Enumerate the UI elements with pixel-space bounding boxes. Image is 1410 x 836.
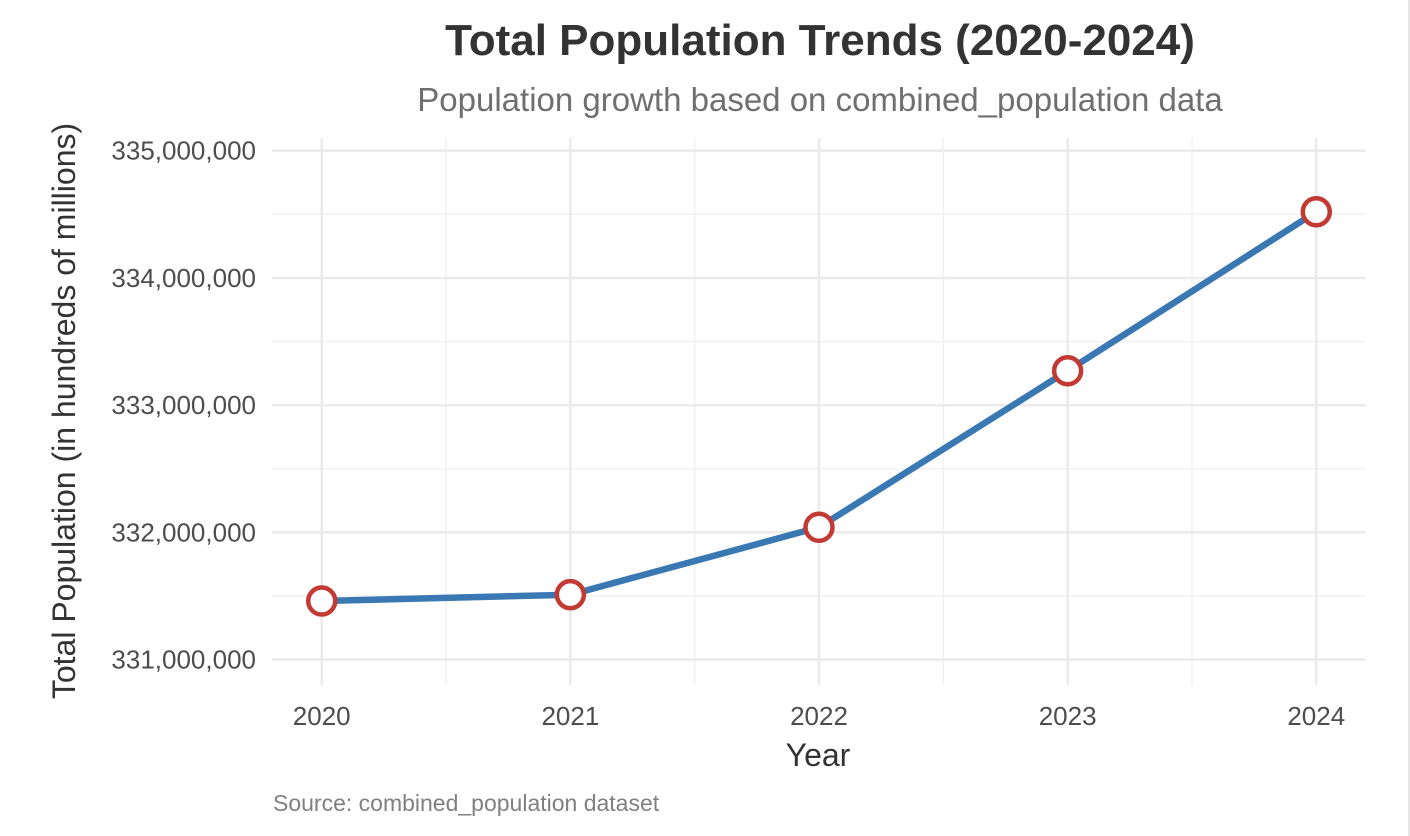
data-point [1300,196,1333,228]
y-axis-title: Total Population (in hundreds of million… [46,123,82,699]
y-tick-label: 332,000,000 [111,517,256,547]
chart-subtitle: Population growth based on combined_popu… [417,81,1223,118]
chart-title: Total Population Trends (2020-2024) [445,16,1195,65]
x-tick-label: 2023 [1039,701,1097,731]
data-point [803,511,835,544]
y-axis-ticks: 331,000,000 332,000,000 333,000,000 334,000… [111,136,256,675]
y-tick-label: 335,000,000 [111,136,256,166]
data-point [554,578,587,611]
x-tick-label: 2022 [790,701,848,731]
data-point [305,585,338,617]
y-tick-label: 334,000,000 [111,263,256,293]
x-tick-label: 2020 [293,701,351,731]
data-point [1051,355,1084,387]
x-tick-label: 2024 [1287,701,1345,731]
chart-caption: Source: combined_population dataset [273,790,660,816]
grid [272,138,1366,685]
y-tick-label: 333,000,000 [111,390,256,420]
x-axis-title: Year [786,737,851,773]
x-axis-ticks: 2020 2021 2022 2023 2024 [293,701,1345,731]
marker-layer [305,196,1333,617]
x-tick-label: 2021 [541,701,599,731]
right-edge [1408,0,1410,836]
y-tick-label: 331,000,000 [111,645,256,675]
